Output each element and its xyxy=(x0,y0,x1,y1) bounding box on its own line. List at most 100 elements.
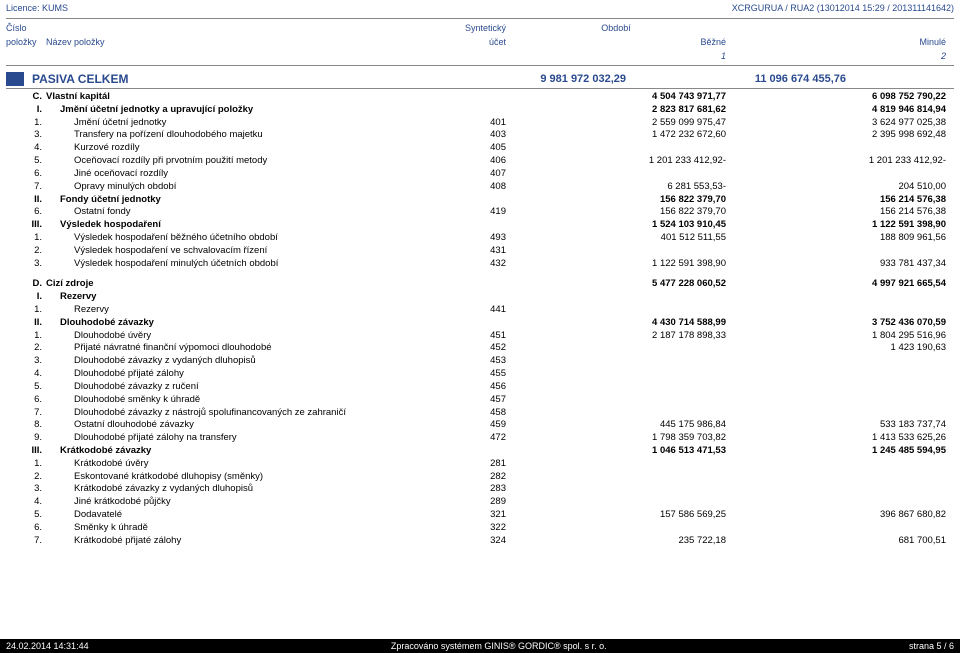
licence-value: KUMS xyxy=(42,3,68,13)
table-row: 5.Dlouhodobé závazky z ručení456 xyxy=(0,381,960,394)
table-row: 3.Dlouhodobé závazky z vydaných dluhopis… xyxy=(0,355,960,368)
row-v1: 2 559 099 975,47 xyxy=(506,117,726,130)
row-acct: 407 xyxy=(406,168,506,181)
row-name: Dlouhodobé závazky xyxy=(46,317,406,330)
row-name: Výsledek hospodaření ve schvalovacím říz… xyxy=(46,245,406,258)
row-v2: 681 700,51 xyxy=(726,535,946,548)
table-row: 2.Výsledek hospodaření ve schvalovacím ř… xyxy=(0,245,960,258)
row-v2: 156 214 576,38 xyxy=(726,194,946,207)
row-name: Dlouhodobé závazky z nástrojů spolufinan… xyxy=(46,407,406,420)
row-name: Jiné oceňovací rozdíly xyxy=(46,168,406,181)
row-name: Výsledek hospodaření minulých účetních o… xyxy=(46,258,406,271)
row-v2: 1 201 233 412,92- xyxy=(726,155,946,168)
table-row: 1.Rezervy441 xyxy=(0,304,960,317)
row-num: 5. xyxy=(6,381,46,394)
row-v1: 445 175 986,84 xyxy=(506,419,726,432)
row-v2 xyxy=(726,483,946,496)
row-v1 xyxy=(506,368,726,381)
footer-bar: 24.02.2014 14:31:44 Zpracováno systémem … xyxy=(0,639,960,653)
row-v2 xyxy=(726,522,946,535)
row-v1: 6 281 553,53- xyxy=(506,181,726,194)
row-v1: 157 586 569,25 xyxy=(506,509,726,522)
gap xyxy=(0,270,960,278)
row-v1 xyxy=(506,522,726,535)
row-acct: 452 xyxy=(406,342,506,355)
row-name: Ostatní fondy xyxy=(46,206,406,219)
row-v2: 3 752 436 070,59 xyxy=(726,317,946,330)
table-row: 3.Výsledek hospodaření minulých účetních… xyxy=(0,258,960,271)
table-row: 1.Krátkodobé úvěry281 xyxy=(0,458,960,471)
row-v2 xyxy=(726,471,946,484)
row-v2: 1 122 591 398,90 xyxy=(726,219,946,232)
row-acct: 431 xyxy=(406,245,506,258)
row-name: Jmění účetní jednotky xyxy=(46,117,406,130)
table-row: 6.Jiné oceňovací rozdíly407 xyxy=(0,168,960,181)
head-ucet: účet xyxy=(406,37,506,47)
row-v1 xyxy=(506,142,726,155)
row-num: 7. xyxy=(6,535,46,548)
row-acct: 322 xyxy=(406,522,506,535)
row-num: 3. xyxy=(6,483,46,496)
row-acct: 289 xyxy=(406,496,506,509)
row-v2: 4 819 946 814,94 xyxy=(726,104,946,117)
row-v1 xyxy=(506,355,726,368)
table-row: I.Rezervy xyxy=(0,291,960,304)
row-num: 1. xyxy=(6,232,46,245)
row-num: 1. xyxy=(6,117,46,130)
row-acct xyxy=(406,317,506,330)
row-v2 xyxy=(726,245,946,258)
licence-text: Licence: KUMS xyxy=(6,3,68,13)
row-v2: 156 214 576,38 xyxy=(726,206,946,219)
row-num: 3. xyxy=(6,258,46,271)
row-num: 4. xyxy=(6,142,46,155)
row-num: 4. xyxy=(6,496,46,509)
row-num: III. xyxy=(6,219,46,232)
row-name: Dodavatelé xyxy=(46,509,406,522)
row-v1 xyxy=(506,394,726,407)
rows-block-2: D.Cizí zdroje5 477 228 060,524 997 921 6… xyxy=(0,278,960,547)
row-name: Dlouhodobé směnky k úhradě xyxy=(46,394,406,407)
footer-left: 24.02.2014 14:31:44 xyxy=(6,641,89,651)
head-2: 2 xyxy=(726,51,946,61)
table-row: 1.Dlouhodobé úvěry4512 187 178 898,331 8… xyxy=(0,330,960,343)
table-row: III.Výsledek hospodaření1 524 103 910,45… xyxy=(0,219,960,232)
row-name: Dlouhodobé závazky z ručení xyxy=(46,381,406,394)
row-num: 4. xyxy=(6,368,46,381)
row-acct xyxy=(406,291,506,304)
table-row: D.Cizí zdroje5 477 228 060,524 997 921 6… xyxy=(0,278,960,291)
row-acct xyxy=(406,278,506,291)
row-num: 1. xyxy=(6,458,46,471)
row-name: Ostatní dlouhodobé závazky xyxy=(46,419,406,432)
row-v2 xyxy=(726,142,946,155)
row-v2 xyxy=(726,368,946,381)
row-acct: 405 xyxy=(406,142,506,155)
row-name: Krátkodobé závazky z vydaných dluhopisů xyxy=(46,483,406,496)
row-name: Eskontované krátkodobé dluhopisy (směnky… xyxy=(46,471,406,484)
row-v1 xyxy=(506,291,726,304)
row-acct xyxy=(406,219,506,232)
row-acct: 283 xyxy=(406,483,506,496)
head-obdobi: Období xyxy=(506,23,726,33)
row-num: 3. xyxy=(6,355,46,368)
footer-right: strana 5 / 6 xyxy=(909,641,954,651)
row-name: Směnky k úhradě xyxy=(46,522,406,535)
row-acct xyxy=(406,445,506,458)
row-v2: 1 413 533 625,26 xyxy=(726,432,946,445)
row-v1 xyxy=(506,458,726,471)
row-v2 xyxy=(726,407,946,420)
row-acct: 493 xyxy=(406,232,506,245)
table-row: 6.Směnky k úhradě322 xyxy=(0,522,960,535)
row-v1: 1 472 232 672,60 xyxy=(506,129,726,142)
row-num: 5. xyxy=(6,155,46,168)
divider xyxy=(6,88,954,89)
row-name: Jmění účetní jednotky a upravující polož… xyxy=(46,104,406,117)
table-row: 4.Jiné krátkodobé půjčky289 xyxy=(0,496,960,509)
row-name: Krátkodobé úvěry xyxy=(46,458,406,471)
head-minule: Minulé xyxy=(726,37,946,47)
row-name: Dlouhodobé přijaté zálohy xyxy=(46,368,406,381)
row-num: I. xyxy=(6,291,46,304)
col-head-row1: Číslo Syntetický Období xyxy=(0,21,960,35)
row-acct: 455 xyxy=(406,368,506,381)
row-acct: 457 xyxy=(406,394,506,407)
section-bar-icon xyxy=(6,72,24,86)
